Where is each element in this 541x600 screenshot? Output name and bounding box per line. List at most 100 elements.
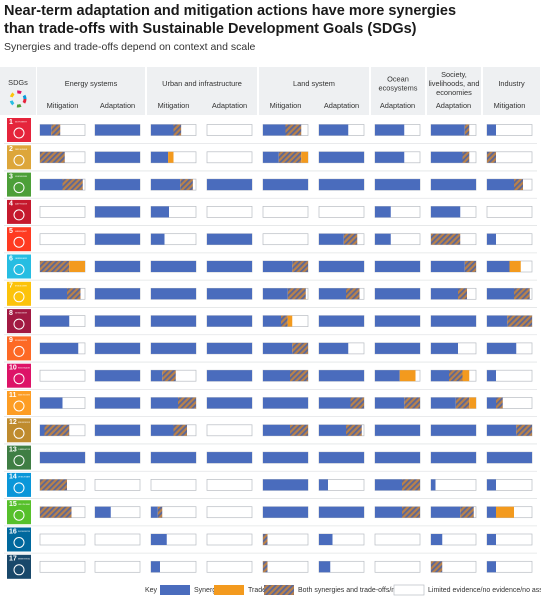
sdg-number: 4 — [9, 201, 13, 208]
bar-segment — [487, 261, 510, 272]
bar-segment — [290, 424, 308, 436]
bar-segment — [431, 179, 476, 191]
bar-segment — [375, 342, 420, 354]
bar-segment — [263, 506, 308, 518]
column-label: Mitigation — [47, 101, 79, 110]
bar-segment — [375, 397, 405, 409]
bar-segment — [263, 288, 288, 300]
bar-background — [206, 479, 253, 491]
bar-segment — [263, 452, 308, 464]
column-label: Mitigation — [158, 101, 190, 110]
sdg-number: 11 — [9, 392, 17, 399]
bar-segment — [40, 424, 45, 436]
bar-segment — [168, 151, 174, 163]
bar-segment — [207, 261, 252, 272]
bar-segment — [151, 397, 178, 409]
bar-segment — [487, 315, 508, 327]
sdg-name: NO POVERTY — [15, 122, 27, 124]
bar-segment — [207, 342, 252, 354]
bar-background — [318, 206, 365, 218]
bar-segment — [487, 479, 496, 491]
bar-segment — [402, 506, 420, 518]
header-bg — [427, 67, 481, 115]
bar-segment — [263, 261, 293, 272]
sdg-name: PARTNERSHIPS FOR THE GOALS — [18, 557, 30, 560]
group-label: Energy systems — [65, 79, 118, 88]
sdg-symbol — [13, 482, 25, 494]
bar-background — [206, 560, 253, 573]
bar-background — [206, 424, 253, 437]
bar-background — [150, 479, 197, 491]
bar-segment — [487, 342, 517, 354]
bar-segment — [178, 397, 196, 409]
bar-segment — [319, 233, 344, 245]
legend-label: Both synergies and trade-offs/mixed — [298, 587, 410, 594]
bar-segment — [404, 397, 420, 409]
bar-segment — [346, 288, 360, 300]
sdg-symbol — [13, 400, 25, 412]
header-bg — [147, 67, 257, 115]
sdg-name: PEACE, JUSTICE AND STRONG INSTITUTIONS — [18, 530, 30, 533]
column-label: Adaptation — [380, 101, 415, 110]
bar-segment — [375, 206, 391, 218]
sdg-name: DECENT WORK AND ECONOMIC GROWTH — [15, 312, 27, 315]
sdg-symbol — [13, 318, 25, 330]
bar-segment — [346, 424, 362, 436]
bar-segment — [207, 233, 252, 245]
sdg-number: 16 — [9, 528, 17, 535]
group-label: Industry — [498, 79, 525, 88]
bar-segment — [487, 452, 532, 464]
bar-segment — [431, 315, 476, 327]
bar-segment — [464, 261, 476, 272]
bar-background — [39, 533, 86, 546]
bar-segment — [507, 315, 532, 327]
bar-segment — [319, 479, 328, 491]
sdg-number: 7 — [9, 283, 13, 290]
sdg-number: 10 — [9, 365, 17, 372]
bar-segment — [402, 479, 420, 491]
bar-segment — [40, 124, 52, 136]
bar-segment — [151, 452, 196, 464]
chart-title: than trade-offs with Sustainable Develop… — [4, 21, 417, 37]
bar-segment — [207, 288, 252, 300]
bar-segment — [95, 233, 140, 245]
sdg-symbol — [13, 509, 25, 521]
bar-segment — [431, 261, 465, 272]
bar-segment — [319, 452, 364, 464]
bar-segment — [319, 342, 349, 354]
sdg-name: GOOD HEALTH AND WELL-BEING — [15, 175, 27, 178]
bar-segment — [319, 561, 331, 573]
bar-segment — [375, 288, 420, 300]
bar-background — [39, 233, 86, 246]
bar-segment — [207, 452, 252, 464]
bar-segment — [95, 206, 140, 218]
group-label: Land system — [293, 79, 335, 88]
bar-segment — [151, 506, 158, 518]
bar-segment — [263, 534, 268, 545]
bar-segment — [431, 561, 443, 573]
bar-segment — [487, 179, 514, 191]
sdg-symbol — [13, 427, 25, 439]
bar-segment — [40, 479, 67, 491]
bar-segment — [431, 424, 476, 436]
legend-title: Key — [145, 587, 158, 594]
sdg-symbol — [13, 345, 25, 357]
legend-swatch — [214, 585, 244, 595]
bar-segment — [95, 506, 111, 518]
bar-segment — [431, 506, 461, 518]
bar-segment — [151, 424, 174, 436]
sdg-name: INDUSTRY, INNOVATION AND INFRASTRUCTURE — [15, 339, 27, 342]
bar-segment — [151, 288, 196, 300]
bar-segment — [285, 124, 302, 136]
bar-background — [206, 506, 253, 519]
bar-segment — [375, 315, 420, 327]
bar-background — [262, 206, 309, 218]
bar-segment — [173, 124, 182, 136]
bar-background — [94, 479, 141, 491]
bar-background — [206, 533, 253, 546]
bar-segment — [462, 370, 470, 382]
bar-segment — [151, 342, 196, 354]
bar-segment — [319, 397, 351, 409]
sdg-number: 12 — [9, 419, 17, 426]
